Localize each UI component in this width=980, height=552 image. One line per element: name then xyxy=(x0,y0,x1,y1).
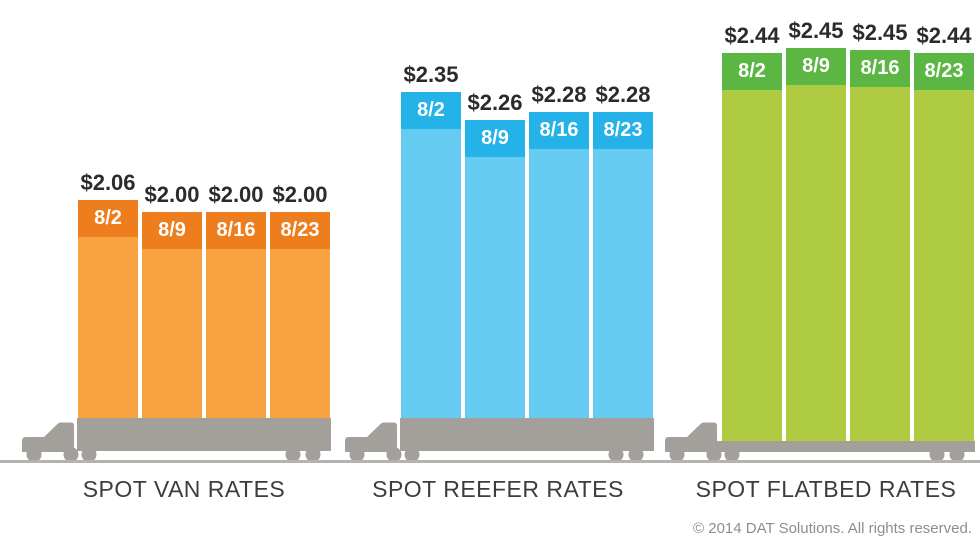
flatbed-semi-truck-icon xyxy=(665,422,975,462)
date-label-flatbed-8-23: 8/23 xyxy=(914,53,974,90)
value-label-reefer-8-2: $2.35 xyxy=(403,62,459,87)
bar-flatbed-8-16: 8/16 xyxy=(850,50,910,441)
value-label-van-8-16: $2.00 xyxy=(208,182,264,207)
van-semi-truck-icon xyxy=(22,418,331,462)
value-label-reefer-8-16: $2.28 xyxy=(531,82,587,107)
date-label-reefer-8-16: 8/16 xyxy=(529,112,589,149)
bar-reefer-8-9: 8/9 xyxy=(465,120,525,418)
value-label-flatbed-8-16: $2.45 xyxy=(852,20,908,45)
value-label-reefer-8-9: $2.26 xyxy=(467,90,523,115)
bar-van-8-23: 8/23 xyxy=(270,212,330,418)
bar-flatbed-8-9: 8/9 xyxy=(786,48,846,441)
date-label-flatbed-8-2: 8/2 xyxy=(722,53,782,90)
value-label-van-8-9: $2.00 xyxy=(144,182,200,207)
bar-van-8-9: 8/9 xyxy=(142,212,202,418)
date-label-reefer-8-2: 8/2 xyxy=(401,92,461,129)
date-label-flatbed-8-16: 8/16 xyxy=(850,50,910,87)
bar-flatbed-8-23: 8/23 xyxy=(914,53,974,441)
bar-reefer-8-16: 8/16 xyxy=(529,112,589,418)
date-label-reefer-8-23: 8/23 xyxy=(593,112,653,149)
group-label-van: SPOT VAN RATES xyxy=(82,476,286,502)
value-label-flatbed-8-2: $2.44 xyxy=(724,23,780,48)
value-label-van-8-23: $2.00 xyxy=(272,182,328,207)
bar-flatbed-8-2: 8/2 xyxy=(722,53,782,441)
date-label-flatbed-8-9: 8/9 xyxy=(786,48,846,85)
reefer-semi-truck-icon xyxy=(345,418,654,462)
date-label-van-8-9: 8/9 xyxy=(142,212,202,249)
group-label-flatbed: SPOT FLATBED RATES xyxy=(695,476,957,502)
value-label-reefer-8-23: $2.28 xyxy=(595,82,651,107)
bar-reefer-8-2: 8/2 xyxy=(401,92,461,418)
value-label-flatbed-8-23: $2.44 xyxy=(916,23,972,48)
date-label-van-8-2: 8/2 xyxy=(78,200,138,237)
value-label-van-8-2: $2.06 xyxy=(80,170,136,195)
value-label-flatbed-8-9: $2.45 xyxy=(788,18,844,43)
bar-van-8-2: 8/2 xyxy=(78,200,138,418)
bar-reefer-8-23: 8/23 xyxy=(593,112,653,418)
date-label-van-8-23: 8/23 xyxy=(270,212,330,249)
group-label-reefer: SPOT REEFER RATES xyxy=(372,476,624,502)
date-label-reefer-8-9: 8/9 xyxy=(465,120,525,157)
bar-van-8-16: 8/16 xyxy=(206,212,266,418)
copyright-notice: © 2014 DAT Solutions. All rights reserve… xyxy=(693,520,972,537)
date-label-van-8-16: 8/16 xyxy=(206,212,266,249)
ground-line xyxy=(0,460,980,463)
